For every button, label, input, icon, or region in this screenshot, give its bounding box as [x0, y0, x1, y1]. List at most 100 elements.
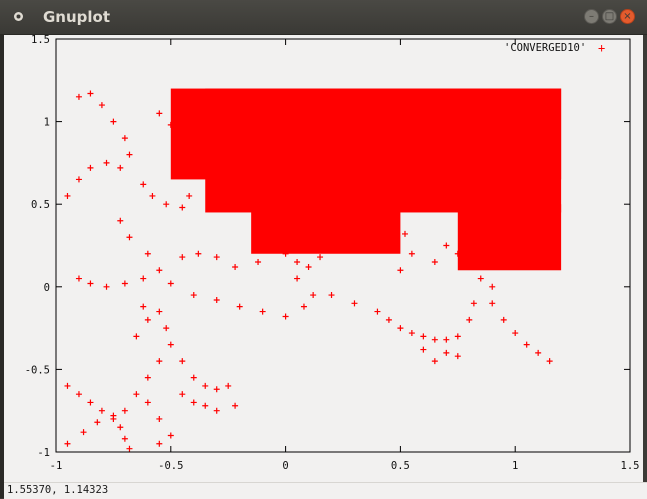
- data-point: [144, 250, 151, 257]
- data-point: [110, 118, 117, 125]
- data-point: [500, 316, 507, 323]
- data-point: [98, 407, 105, 414]
- plot-canvas[interactable]: -1 -0.5 0 0.5 1 1.5 -1 -0.5 0 0.5 1 1.5 'CONVERGED…: [4, 34, 643, 482]
- y-tick-label: 0.5: [31, 199, 50, 211]
- data-point: [121, 435, 128, 442]
- data-point: [167, 280, 174, 287]
- y-tick-label: 1: [44, 117, 50, 129]
- data-point: [213, 90, 220, 97]
- data-point: [121, 407, 128, 414]
- data-point: [144, 316, 151, 323]
- data-point: [87, 280, 94, 287]
- data-point: [163, 325, 170, 332]
- data-point: [232, 263, 239, 270]
- minimize-icon: –: [589, 11, 594, 22]
- data-point: [374, 308, 381, 315]
- x-tick-label: 0.5: [391, 460, 410, 472]
- data-point: [64, 440, 71, 447]
- data-point: [103, 283, 110, 290]
- title-bar[interactable]: Gnuplot – □ ×: [0, 0, 647, 35]
- data-point: [144, 374, 151, 381]
- data-point: [431, 259, 438, 266]
- data-point: [420, 346, 427, 353]
- data-point: [75, 93, 82, 100]
- data-point: [190, 292, 197, 299]
- data-point: [117, 164, 124, 171]
- maximize-button[interactable]: □: [602, 9, 617, 24]
- converged-region: [251, 171, 401, 254]
- data-point: [328, 292, 335, 299]
- window-title: Gnuplot: [43, 8, 111, 26]
- minimize-button[interactable]: –: [584, 9, 599, 24]
- data-point: [163, 201, 170, 208]
- axis-ticks: [55, 38, 631, 453]
- y-tick-labels: -1 -0.5 0 0.5 1 1.5: [25, 34, 50, 459]
- data-point: [454, 333, 461, 340]
- x-tick-label: -0.5: [158, 460, 183, 472]
- data-point: [401, 230, 408, 237]
- data-point: [98, 102, 105, 109]
- data-point: [443, 349, 450, 356]
- data-point: [144, 399, 151, 406]
- data-point: [156, 440, 163, 447]
- data-point: [126, 445, 133, 452]
- data-point: [140, 181, 147, 188]
- close-button[interactable]: ×: [620, 9, 635, 24]
- data-point: [190, 102, 197, 109]
- data-point: [87, 399, 94, 406]
- data-point: [351, 300, 358, 307]
- data-point: [255, 259, 262, 266]
- data-point: [489, 283, 496, 290]
- cursor-coordinates: 1.55370, 1.14323: [7, 484, 109, 496]
- legend-label: 'CONVERGED10': [504, 42, 586, 54]
- data-point: [126, 151, 133, 158]
- data-point: [133, 333, 140, 340]
- y-tick-label: 1.5: [31, 35, 50, 46]
- data-point: [213, 254, 220, 261]
- data-point: [202, 98, 209, 105]
- data-point: [179, 131, 186, 138]
- data-point: [294, 275, 301, 282]
- data-point: [225, 382, 232, 389]
- data-point: [213, 407, 220, 414]
- data-point: [300, 303, 307, 310]
- data-point: [397, 325, 404, 332]
- data-point: [431, 336, 438, 343]
- data-point: [385, 316, 392, 323]
- data-point: [305, 263, 312, 270]
- data-point: [75, 275, 82, 282]
- data-point: [236, 303, 243, 310]
- status-bar: 1.55370, 1.14323: [4, 482, 647, 499]
- data-point: [294, 259, 301, 266]
- data-point: [489, 300, 496, 307]
- data-point: [75, 391, 82, 398]
- data-point: [103, 159, 110, 166]
- background-window-strip: [0, 35, 4, 498]
- data-point: [64, 192, 71, 199]
- data-point: [190, 374, 197, 381]
- data-point: [156, 358, 163, 365]
- x-tick-labels: -1 -0.5 0 0.5 1 1.5: [50, 460, 640, 472]
- data-point: [133, 391, 140, 398]
- data-point: [94, 419, 101, 426]
- data-point: [202, 382, 209, 389]
- scatter-plot[interactable]: -1 -0.5 0 0.5 1 1.5 -1 -0.5 0 0.5 1 1.5 'CONVERGED…: [4, 34, 643, 482]
- window-border: [643, 35, 647, 498]
- data-point: [310, 292, 317, 299]
- data-point: [282, 313, 289, 320]
- data-point: [75, 176, 82, 183]
- data-point: [466, 316, 473, 323]
- data-point: [167, 121, 174, 128]
- data-point: [213, 386, 220, 393]
- data-point: [179, 204, 186, 211]
- data-point: [454, 353, 461, 360]
- data-point: [156, 267, 163, 274]
- data-point: [179, 254, 186, 261]
- converged-region: [457, 204, 562, 271]
- data-point: [117, 217, 124, 224]
- data-point: [87, 164, 94, 171]
- legend: 'CONVERGED10' +: [504, 41, 605, 55]
- data-point: [195, 250, 202, 257]
- data-point: [512, 330, 519, 337]
- data-point: [282, 250, 289, 257]
